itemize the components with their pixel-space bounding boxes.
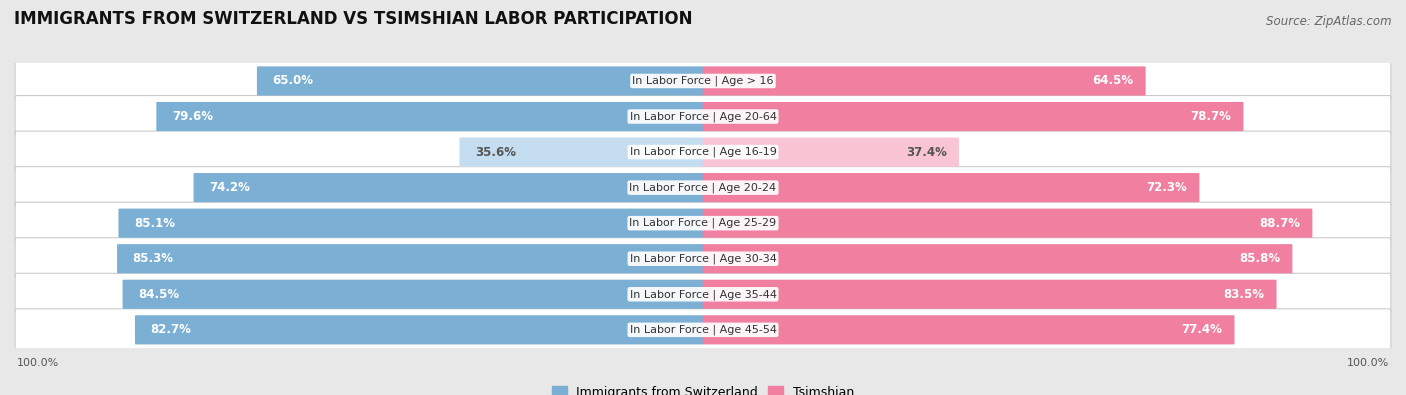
Text: 85.8%: 85.8% — [1239, 252, 1281, 265]
Text: In Labor Force | Age 35-44: In Labor Force | Age 35-44 — [630, 289, 776, 299]
FancyBboxPatch shape — [117, 244, 703, 273]
Text: Source: ZipAtlas.com: Source: ZipAtlas.com — [1267, 15, 1392, 28]
FancyBboxPatch shape — [460, 137, 703, 167]
Text: 85.1%: 85.1% — [134, 217, 174, 229]
FancyBboxPatch shape — [703, 66, 1146, 96]
FancyBboxPatch shape — [15, 273, 1391, 315]
FancyBboxPatch shape — [122, 280, 703, 309]
FancyBboxPatch shape — [156, 102, 703, 131]
Text: 83.5%: 83.5% — [1223, 288, 1264, 301]
Text: In Labor Force | Age 45-54: In Labor Force | Age 45-54 — [630, 325, 776, 335]
Text: In Labor Force | Age > 16: In Labor Force | Age > 16 — [633, 76, 773, 86]
FancyBboxPatch shape — [15, 96, 1391, 137]
FancyBboxPatch shape — [15, 202, 1391, 244]
Text: 84.5%: 84.5% — [138, 288, 179, 301]
Text: 37.4%: 37.4% — [905, 146, 946, 158]
Text: In Labor Force | Age 20-64: In Labor Force | Age 20-64 — [630, 111, 776, 122]
Text: 79.6%: 79.6% — [172, 110, 212, 123]
Legend: Immigrants from Switzerland, Tsimshian: Immigrants from Switzerland, Tsimshian — [547, 381, 859, 395]
Text: 74.2%: 74.2% — [209, 181, 250, 194]
FancyBboxPatch shape — [15, 167, 1391, 209]
Text: 35.6%: 35.6% — [475, 146, 516, 158]
Text: 85.3%: 85.3% — [132, 252, 173, 265]
Text: 65.0%: 65.0% — [273, 75, 314, 87]
FancyBboxPatch shape — [703, 280, 1277, 309]
Text: 82.7%: 82.7% — [150, 324, 191, 336]
Text: 100.0%: 100.0% — [17, 358, 59, 369]
Text: 77.4%: 77.4% — [1181, 324, 1222, 336]
FancyBboxPatch shape — [15, 238, 1391, 280]
Text: In Labor Force | Age 20-24: In Labor Force | Age 20-24 — [630, 182, 776, 193]
FancyBboxPatch shape — [703, 244, 1292, 273]
Text: 78.7%: 78.7% — [1191, 110, 1232, 123]
Text: In Labor Force | Age 30-34: In Labor Force | Age 30-34 — [630, 254, 776, 264]
FancyBboxPatch shape — [15, 131, 1391, 173]
Text: In Labor Force | Age 25-29: In Labor Force | Age 25-29 — [630, 218, 776, 228]
FancyBboxPatch shape — [703, 315, 1234, 344]
FancyBboxPatch shape — [257, 66, 703, 96]
FancyBboxPatch shape — [703, 209, 1312, 238]
FancyBboxPatch shape — [15, 60, 1391, 102]
Text: 72.3%: 72.3% — [1146, 181, 1187, 194]
FancyBboxPatch shape — [703, 173, 1199, 202]
Text: 88.7%: 88.7% — [1260, 217, 1301, 229]
Text: 100.0%: 100.0% — [1347, 358, 1389, 369]
FancyBboxPatch shape — [15, 309, 1391, 351]
Text: IMMIGRANTS FROM SWITZERLAND VS TSIMSHIAN LABOR PARTICIPATION: IMMIGRANTS FROM SWITZERLAND VS TSIMSHIAN… — [14, 9, 693, 28]
FancyBboxPatch shape — [135, 315, 703, 344]
FancyBboxPatch shape — [118, 209, 703, 238]
FancyBboxPatch shape — [703, 137, 959, 167]
Text: 64.5%: 64.5% — [1092, 75, 1133, 87]
FancyBboxPatch shape — [703, 102, 1243, 131]
Text: In Labor Force | Age 16-19: In Labor Force | Age 16-19 — [630, 147, 776, 157]
FancyBboxPatch shape — [194, 173, 703, 202]
